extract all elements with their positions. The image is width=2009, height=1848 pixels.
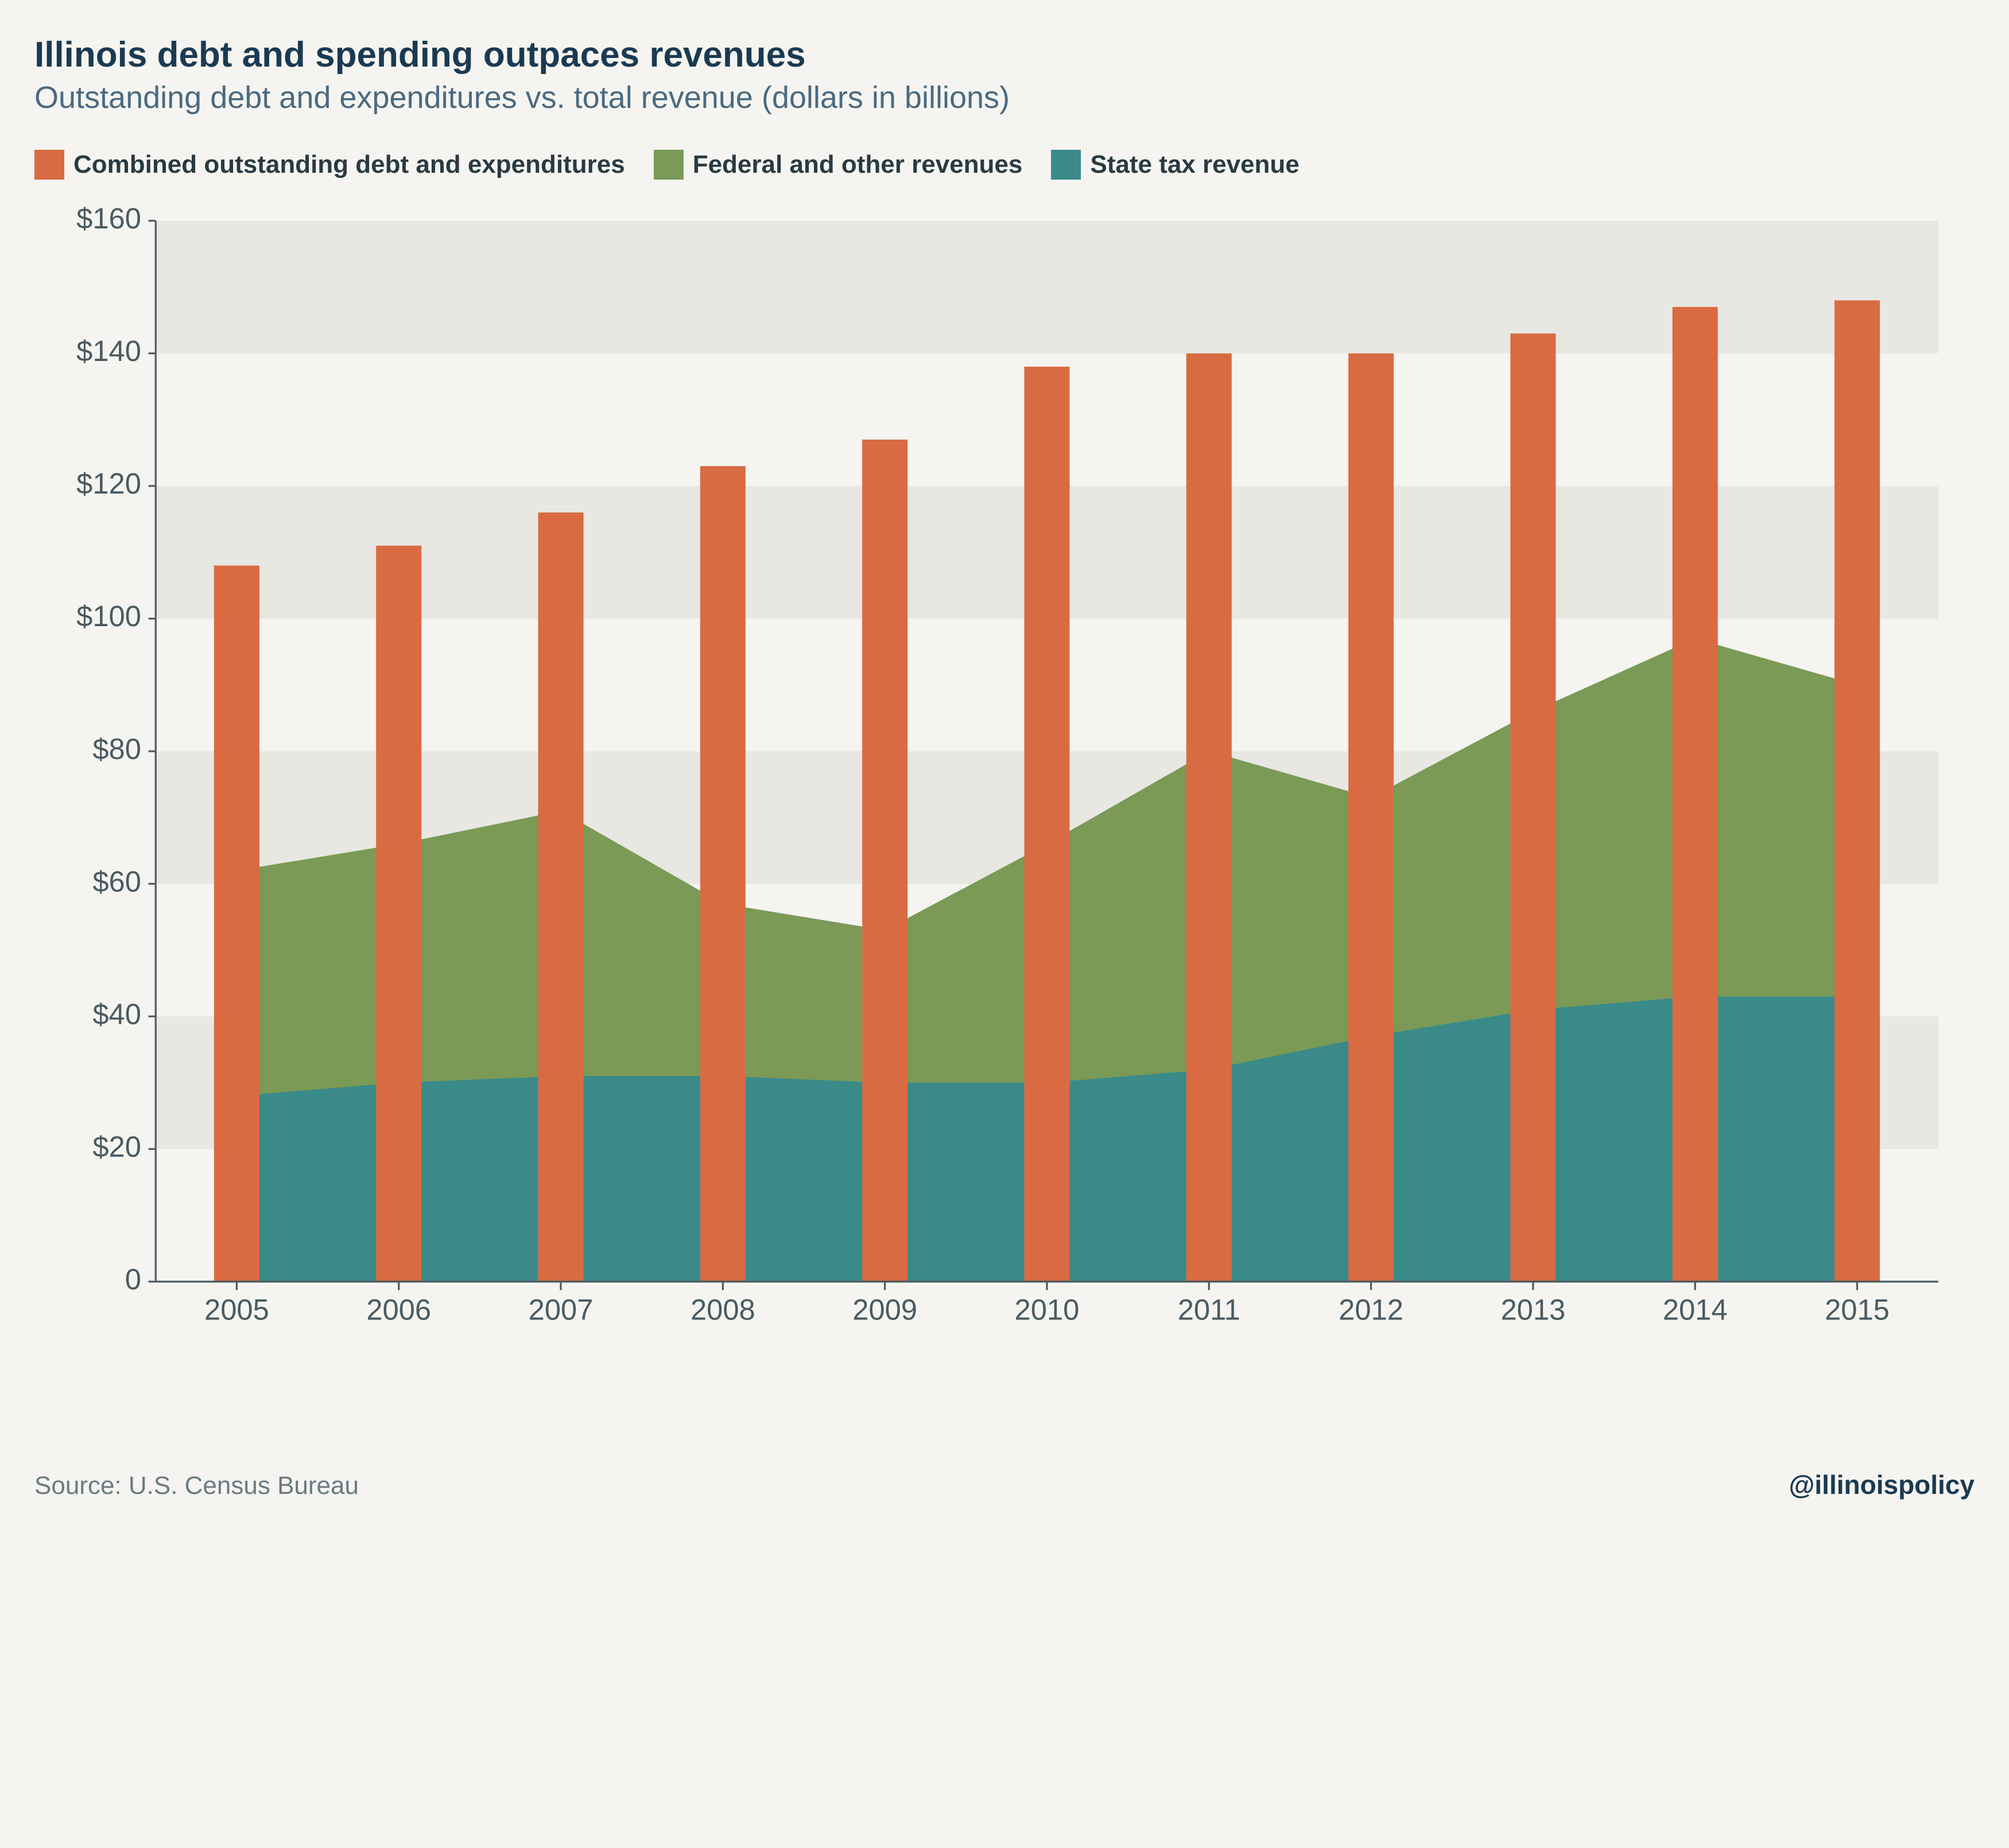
- bar: [1024, 367, 1069, 1282]
- bar: [1186, 354, 1232, 1282]
- x-tick-label: 2009: [852, 1293, 917, 1326]
- x-tick-label: 2012: [1339, 1293, 1403, 1326]
- x-tick-label: 2005: [204, 1293, 269, 1326]
- x-tick-label: 2008: [691, 1293, 755, 1326]
- bar: [214, 565, 259, 1282]
- x-tick-label: 2007: [529, 1293, 594, 1326]
- attribution-handle: @illinoispolicy: [1789, 1469, 1975, 1500]
- y-tick-label: $140: [76, 335, 141, 367]
- bar: [1510, 333, 1556, 1282]
- y-tick-label: $160: [76, 203, 141, 235]
- chart-footer: Source: U.S. Census Bureau @illinoispoli…: [34, 1469, 1975, 1500]
- bar: [538, 513, 583, 1282]
- legend-swatch: [654, 150, 684, 180]
- y-tick-label: $40: [92, 997, 141, 1030]
- bar: [376, 546, 421, 1282]
- legend-swatch: [1051, 150, 1081, 180]
- chart-svg: 0 $20 $40 $60 $80 $100 $120 $140 $160 2005 2006 200…: [34, 203, 1975, 1354]
- y-tick-label: $80: [92, 732, 141, 765]
- source-text: Source: U.S. Census Bureau: [34, 1472, 359, 1500]
- chart-title: Illinois debt and spending outpaces reve…: [34, 34, 1975, 75]
- legend: Combined outstanding debt and expenditur…: [34, 150, 1975, 180]
- bar: [1835, 300, 1880, 1282]
- chart-subtitle: Outstanding debt and expenditures vs. to…: [34, 80, 1975, 115]
- legend-item: State tax revenue: [1051, 150, 1299, 180]
- bar: [700, 466, 746, 1282]
- legend-label: Federal and other revenues: [693, 150, 1023, 179]
- legend-item: Combined outstanding debt and expenditur…: [34, 150, 625, 180]
- legend-label: State tax revenue: [1090, 150, 1299, 179]
- x-tick-label: 2015: [1825, 1293, 1890, 1326]
- x-tick-label: 2006: [366, 1293, 431, 1326]
- legend-item: Federal and other revenues: [654, 150, 1023, 180]
- y-tick-label: $120: [76, 467, 141, 500]
- bar: [1348, 354, 1394, 1282]
- grid-band: [156, 221, 1938, 354]
- plot-area: 0 $20 $40 $60 $80 $100 $120 $140 $160 2005 2006 200…: [34, 203, 1975, 1354]
- bar: [1673, 307, 1718, 1282]
- y-tick-label: $100: [76, 600, 141, 632]
- legend-swatch: [34, 150, 64, 180]
- x-tick-label: 2013: [1500, 1293, 1565, 1326]
- y-tick-label: 0: [125, 1263, 141, 1296]
- x-tick-label: 2010: [1015, 1293, 1080, 1326]
- x-tick-label: 2014: [1663, 1293, 1728, 1326]
- legend-label: Combined outstanding debt and expenditur…: [73, 150, 625, 179]
- x-tick-label: 2011: [1178, 1293, 1240, 1326]
- bar: [862, 440, 907, 1282]
- y-tick-label: $20: [92, 1130, 141, 1163]
- y-tick-label: $60: [92, 865, 141, 898]
- chart-container: Illinois debt and spending outpaces reve…: [34, 34, 1975, 1500]
